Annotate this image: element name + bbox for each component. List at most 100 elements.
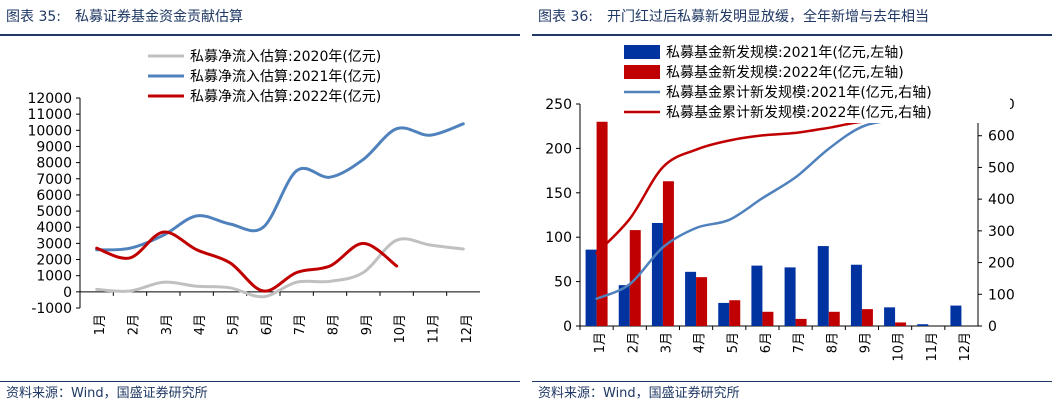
right-y-tick-label: 100 <box>988 287 1015 303</box>
left-figure-title: 私募证券基金资金贡献估算 <box>74 9 243 25</box>
legend-label-2: 私募基金新发规模:2022年(亿元,左轴) <box>666 64 904 81</box>
x-tick-label: 5月 <box>227 314 242 335</box>
left-y-tick-label: 250 <box>545 97 572 113</box>
x-tick-label: 2月 <box>626 332 641 353</box>
legend-swatch-1 <box>624 45 660 59</box>
y-tick-label: 7000 <box>36 172 72 188</box>
y-tick-label: 1000 <box>36 269 72 285</box>
bar-series-1 <box>718 302 730 326</box>
bar-series-1 <box>685 271 697 326</box>
x-tick-label: 11月 <box>427 314 442 344</box>
x-tick-label: 7月 <box>792 332 807 353</box>
bar-series-1 <box>817 246 829 326</box>
left-y-tick-label: 100 <box>545 230 572 246</box>
right-y-tick-label: 400 <box>988 192 1015 208</box>
x-tick-label: 12月 <box>460 314 475 344</box>
x-tick-label: 3月 <box>659 332 674 353</box>
bar-series-2 <box>861 309 873 326</box>
series-line-2 <box>95 122 465 252</box>
bar-series-1 <box>751 265 763 326</box>
cumulative-line-1 <box>595 110 963 300</box>
y-tick-label: 4000 <box>36 220 72 236</box>
right-figure-number: 图表 36: <box>538 9 593 25</box>
legend-label-1: 私募净流入估算:2020年(亿元) <box>190 49 381 65</box>
x-tick-label: 6月 <box>260 314 275 335</box>
legend-swatch-2 <box>624 65 660 79</box>
x-tick-label: 9月 <box>360 314 375 335</box>
legend-label-3: 私募基金累计新发规模:2021年(亿元,右轴) <box>666 84 932 101</box>
right-y-tick-label: 600 <box>988 129 1015 145</box>
left-chart-panel: 图表 35: 私募证券基金资金贡献估算 -1000 0 1000 2000 3000 400… <box>0 0 520 411</box>
legend-background <box>620 43 1010 63</box>
x-tick-label: 4月 <box>193 314 208 335</box>
y-tick-label: 11000 <box>27 107 72 123</box>
right-y-tick-label: 500 <box>988 160 1015 176</box>
right-figure-title: 开门红过后私募新发明显放缓，全年新增与去年相当 <box>606 9 929 25</box>
y-tick-label: 9000 <box>36 139 72 155</box>
bar-series-2 <box>895 322 907 326</box>
left-line-chart: -100001000200030004000500060007000800090… <box>27 49 480 344</box>
bar-series-1 <box>651 222 663 326</box>
bar-series-2 <box>795 318 807 326</box>
legend-background <box>620 63 1010 83</box>
bar-series-1 <box>884 307 896 326</box>
right-chart-panel: 图表 36: 开门红过后私募新发明显放缓，全年新增与去年相当 0 50 100 150 2… <box>532 0 1052 411</box>
bar-series-1 <box>784 267 796 326</box>
y-tick-label: 0 <box>63 285 72 301</box>
right-chart-title-bar: 图表 36: 开门红过后私募新发明显放缓，全年新增与去年相当 <box>532 0 1052 36</box>
legend-label-2: 私募净流入估算:2021年(亿元) <box>190 69 381 85</box>
bar-series-1 <box>850 264 862 326</box>
x-tick-label: 4月 <box>693 332 708 353</box>
bar-series-2 <box>696 277 708 326</box>
y-tick-label: 8000 <box>36 156 72 172</box>
x-tick-label: 1月 <box>593 332 608 353</box>
y-tick-label: 3000 <box>36 236 72 252</box>
legend-background <box>620 103 1010 123</box>
series-line-3 <box>95 230 399 293</box>
right-y-tick-label: 0 <box>988 319 997 335</box>
x-tick-label: 8月 <box>327 314 342 335</box>
left-y-tick-label: 150 <box>545 186 572 202</box>
left-source-note: 资料来源：Wind，国盛证券研究所 <box>0 381 520 412</box>
x-tick-label: 10月 <box>892 332 907 362</box>
bar-series-1 <box>618 285 630 326</box>
right-y-tick-label: 200 <box>988 256 1015 272</box>
y-tick-label: 12000 <box>27 91 72 107</box>
bar-series-2 <box>596 121 608 326</box>
bar-series-2 <box>762 311 774 326</box>
bar-series-2 <box>729 300 741 326</box>
left-y-tick-label: 0 <box>563 319 572 335</box>
y-tick-label: 6000 <box>36 188 72 204</box>
x-tick-label: 3月 <box>160 314 175 335</box>
y-tick-label: 2000 <box>36 253 72 269</box>
right-bar-line-chart: 05010015020025001002003004005006007001月2… <box>545 43 1015 362</box>
x-tick-label: 10月 <box>393 314 408 344</box>
x-tick-label: 6月 <box>759 332 774 353</box>
x-tick-label: 12月 <box>958 332 973 362</box>
y-tick-label: 10000 <box>27 123 72 139</box>
x-tick-label: 2月 <box>127 314 142 335</box>
x-tick-label: 9月 <box>858 332 873 353</box>
x-tick-label: 7月 <box>293 314 308 335</box>
left-chart-title-bar: 图表 35: 私募证券基金资金贡献估算 <box>0 0 520 36</box>
y-tick-label: -1000 <box>31 301 72 317</box>
bar-series-1 <box>585 249 597 326</box>
x-tick-label: 8月 <box>825 332 840 353</box>
bar-series-1 <box>917 324 929 326</box>
cumulative-line-2 <box>595 119 897 255</box>
y-tick-label: 5000 <box>36 204 72 220</box>
legend-background <box>620 83 1010 103</box>
left-figure-number: 图表 35: <box>6 9 61 25</box>
bar-series-1 <box>950 305 962 326</box>
right-source-note: 资料来源：Wind，国盛证券研究所 <box>532 381 1052 412</box>
x-tick-label: 1月 <box>93 314 108 335</box>
legend-label-1: 私募基金新发规模:2021年(亿元,左轴) <box>666 44 904 61</box>
left-y-tick-label: 200 <box>545 141 572 157</box>
series-line-1 <box>95 237 465 299</box>
x-tick-label: 5月 <box>726 332 741 353</box>
legend-label-3: 私募净流入估算:2022年(亿元) <box>190 89 381 105</box>
left-y-tick-label: 50 <box>554 275 572 291</box>
x-tick-label: 11月 <box>925 332 940 362</box>
bar-series-2 <box>662 181 674 326</box>
right-y-tick-label: 300 <box>988 224 1015 240</box>
